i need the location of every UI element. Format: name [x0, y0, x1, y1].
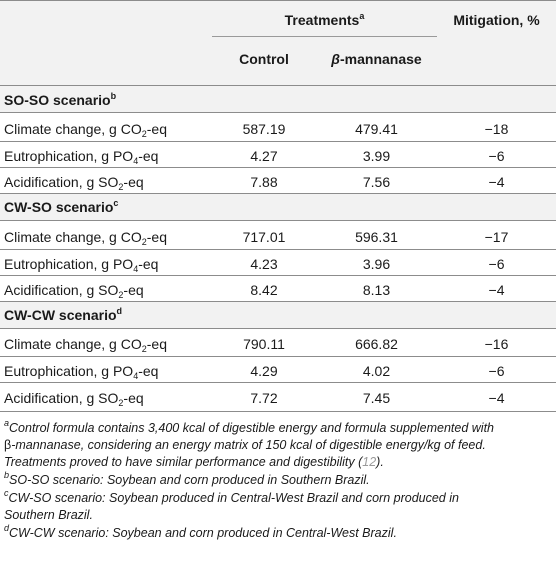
treatment-value: 7.45	[362, 390, 391, 406]
control-value: 8.42	[250, 282, 278, 298]
section-band	[0, 194, 556, 220]
row-label: Climate change, g CO2-eq	[4, 229, 167, 247]
control-value: 717.01	[242, 229, 286, 245]
treatment-value: 4.02	[362, 363, 391, 379]
reference-link[interactable]: 12	[362, 455, 377, 469]
mannanase-text: -mannanase	[340, 51, 422, 67]
treatment-value: 596.31	[355, 229, 398, 245]
control-header: Control	[239, 51, 289, 67]
mitigation-value: −6	[488, 148, 505, 164]
mitigation-value: −4	[488, 174, 505, 190]
section-title-text: SO-SO scenario	[4, 92, 111, 108]
treatment-value: 666.82	[355, 336, 398, 352]
row-rule	[0, 301, 556, 302]
treatments-header-text: Treatments	[284, 12, 360, 28]
control-value: 587.19	[242, 121, 286, 137]
row-rule	[0, 356, 556, 357]
row-rule	[0, 167, 556, 168]
footnote-c: cCW-SO scenario: Soybean produced in Cen…	[4, 488, 459, 523]
treatment-value: 3.96	[362, 256, 391, 272]
section-footnote-mark: b	[110, 91, 117, 101]
section-title: SO-SO scenariob	[4, 91, 116, 109]
section-title: CW-CW scenariod	[4, 306, 122, 324]
row-label: Acidification, g SO2-eq	[4, 390, 144, 408]
section-footnote-mark: d	[116, 306, 123, 316]
mitigation-value: −18	[484, 121, 509, 137]
mitigation-header: Mitigation, %	[453, 12, 540, 28]
table-top-rule	[0, 0, 556, 1]
table-header-background	[0, 0, 556, 85]
row-rule	[0, 112, 556, 113]
row-label: Eutrophication, g PO4-eq	[4, 148, 159, 166]
row-label: Acidification, g SO2-eq	[4, 282, 144, 300]
row-rule	[0, 141, 556, 142]
row-rule	[0, 220, 556, 221]
beta-mannanase-header: β-mannanase	[316, 50, 437, 68]
row-label: Acidification, g SO2-eq	[4, 174, 144, 192]
control-value: 4.23	[250, 256, 278, 272]
treatment-value: 3.99	[362, 148, 391, 164]
section-title-text: CW-CW scenario	[4, 307, 117, 323]
section-band	[0, 302, 556, 328]
footnote-b: bSO-SO scenario: Soybean and corn produc…	[4, 470, 370, 488]
control-value: 790.11	[243, 336, 285, 352]
treatment-value: 479.41	[355, 121, 398, 137]
beta-symbol: β	[331, 51, 340, 67]
control-value: 7.88	[250, 174, 278, 190]
row-rule	[0, 193, 556, 194]
row-rule	[0, 328, 556, 329]
mitigation-value: −6	[488, 256, 505, 272]
treatments-footnote-mark: a	[359, 11, 365, 21]
row-rule	[0, 275, 556, 276]
treatments-underline	[212, 36, 437, 37]
row-label: Climate change, g CO2-eq	[4, 121, 167, 139]
section-title-text: CW-SO scenario	[4, 199, 114, 215]
footnote-d: dCW-CW scenario: Soybean and corn produc…	[4, 523, 397, 541]
section-title: CW-SO scenarioc	[4, 198, 118, 216]
row-label: Eutrophication, g PO4-eq	[4, 363, 159, 381]
treatment-value: 7.56	[362, 174, 391, 190]
row-label: Eutrophication, g PO4-eq	[4, 256, 159, 274]
section-band	[0, 86, 556, 112]
header-bottom-rule	[0, 85, 556, 86]
row-rule	[0, 249, 556, 250]
mitigation-value: −17	[484, 229, 509, 245]
table-bottom-rule	[0, 411, 556, 412]
mitigation-value: −4	[488, 390, 505, 406]
control-value: 4.29	[250, 363, 278, 379]
control-value: 4.27	[250, 148, 278, 164]
mitigation-value: −4	[488, 282, 505, 298]
row-rule	[0, 382, 556, 383]
treatments-header: Treatmentsa	[212, 11, 437, 29]
control-value: 7.72	[250, 390, 278, 406]
row-label: Climate change, g CO2-eq	[4, 336, 167, 354]
mitigation-value: −16	[484, 336, 509, 352]
mitigation-value: −6	[488, 363, 505, 379]
footnote-a: aControl formula contains 3,400 kcal of …	[4, 418, 495, 470]
treatment-value: 8.13	[362, 282, 391, 298]
section-footnote-mark: c	[113, 198, 119, 208]
